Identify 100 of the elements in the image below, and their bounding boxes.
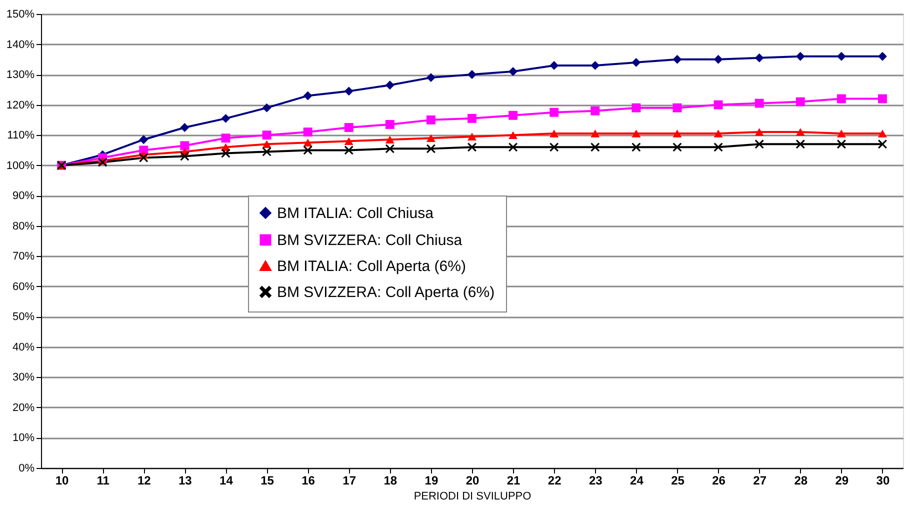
point <box>508 67 518 76</box>
point <box>221 148 230 158</box>
point <box>632 103 641 112</box>
y-tick-label: 10% <box>12 432 35 444</box>
x-tick-label: 25 <box>671 474 685 488</box>
point <box>468 132 476 140</box>
point <box>426 144 436 154</box>
point <box>262 147 272 156</box>
point <box>385 144 394 154</box>
x-tick-label: 23 <box>588 474 603 488</box>
point <box>714 100 723 110</box>
point <box>385 136 394 144</box>
y-tick-label: 100% <box>6 160 35 172</box>
y-tick-label: 150% <box>6 8 35 20</box>
y-tick-label: 20% <box>12 402 35 414</box>
point <box>508 131 518 139</box>
y-tick-label: 50% <box>12 311 35 324</box>
x-tick-label: 21 <box>506 474 521 488</box>
point <box>550 130 559 138</box>
point <box>632 142 641 152</box>
point <box>590 60 600 70</box>
point <box>714 130 723 138</box>
point <box>221 114 230 123</box>
point <box>344 123 354 132</box>
point <box>878 94 887 104</box>
point <box>796 128 805 136</box>
x-tick-label: 17 <box>342 474 356 488</box>
point <box>836 130 846 138</box>
point <box>426 115 436 124</box>
legend-label: BM SVIZZERA: Coll Aperta (6%) <box>277 284 495 301</box>
legend-label: BM SVIZZERA: Coll Chiusa <box>277 232 463 249</box>
y-tick-label: 130% <box>6 69 35 82</box>
y-tick-label: 110% <box>7 130 35 142</box>
y-tick-label: 120% <box>6 99 35 112</box>
point <box>262 130 272 140</box>
point <box>796 52 805 61</box>
point <box>878 130 887 138</box>
x-tick-label: 24 <box>630 474 644 488</box>
x-tick-label: 12 <box>137 474 152 488</box>
point <box>714 142 723 152</box>
x-tick-label: 14 <box>220 474 234 488</box>
point <box>180 123 190 132</box>
point <box>672 142 682 152</box>
x-tick-label: 16 <box>302 474 316 488</box>
x-tick-label: 15 <box>260 474 274 488</box>
point <box>385 80 394 90</box>
point <box>262 103 272 112</box>
point <box>836 52 846 61</box>
y-tick-label: 0% <box>18 462 35 474</box>
point <box>426 134 436 142</box>
point <box>303 138 312 147</box>
y-tick-label: 80% <box>12 220 35 232</box>
point <box>632 58 641 67</box>
point <box>468 70 476 80</box>
point <box>590 142 600 152</box>
point <box>796 97 805 106</box>
point <box>836 140 846 149</box>
point <box>836 94 846 104</box>
point <box>550 142 559 152</box>
x-tick-label: 22 <box>548 474 562 488</box>
x-tick-label: 27 <box>753 474 767 488</box>
y-tick-label: 40% <box>12 341 35 354</box>
point <box>590 106 600 116</box>
x-tick-label: 13 <box>178 474 192 488</box>
point <box>508 142 518 152</box>
x-tick-label: 28 <box>794 474 808 488</box>
point <box>754 140 764 149</box>
point <box>262 140 272 148</box>
point <box>139 135 148 144</box>
point <box>672 103 682 112</box>
point <box>303 128 312 137</box>
point <box>754 98 764 108</box>
x-tick-label: 30 <box>876 474 890 488</box>
point <box>180 152 190 161</box>
x-tick-label: 19 <box>424 474 438 488</box>
point <box>221 134 230 143</box>
y-tick-label: 90% <box>12 190 35 202</box>
point <box>344 146 354 155</box>
point <box>550 108 559 117</box>
x-tick-label: 20 <box>466 474 480 488</box>
legend-label: BM ITALIA: Coll Aperta (6%) <box>277 258 466 275</box>
point <box>344 137 354 145</box>
point <box>796 140 805 149</box>
point <box>344 86 354 96</box>
point <box>590 130 600 138</box>
x-axis-title: PERIODI DI SVILUPPO <box>414 490 532 502</box>
point <box>754 128 764 136</box>
point <box>426 73 436 82</box>
point <box>878 52 887 61</box>
x-tick-label: 10 <box>55 474 70 488</box>
x-tick-label: 29 <box>835 474 849 488</box>
y-tick-label: 70% <box>12 250 35 263</box>
point <box>754 53 764 62</box>
point <box>672 130 682 138</box>
x-tick-label: 18 <box>384 474 398 488</box>
point <box>672 54 682 64</box>
y-tick-label: 30% <box>12 372 35 384</box>
y-tick-label: 140% <box>6 38 35 51</box>
point <box>180 141 190 150</box>
point <box>508 110 518 120</box>
